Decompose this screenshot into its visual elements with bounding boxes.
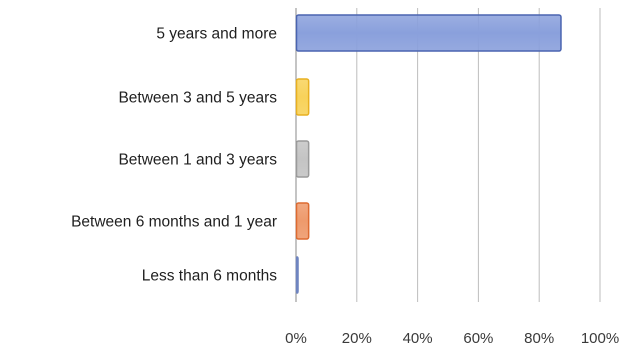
x-tick-label: 100% [581,330,619,347]
x-tick-label: 80% [524,330,554,347]
category-label: Between 3 and 5 years [118,90,277,107]
x-tick-label: 60% [463,330,493,347]
bar-1 [295,78,310,116]
category-labels: 5 years and more Between 3 and 5 years Bet… [71,26,277,285]
x-tick-label: 0% [285,330,307,347]
x-tick-label: 40% [403,330,433,347]
category-label: 5 years and more [156,26,277,43]
category-label: Between 6 months and 1 year [71,214,277,231]
x-tick-labels: 0% 20% 40% 60% 80% 100% [285,330,619,347]
bar-4 [295,256,299,294]
bar-0 [295,14,562,52]
bars [295,14,562,294]
bar-3 [295,202,310,240]
grid-lines [295,8,601,302]
category-label: Less than 6 months [142,268,278,285]
bar-2 [295,140,310,178]
category-label: Between 1 and 3 years [118,152,277,169]
x-tick-label: 20% [342,330,372,347]
